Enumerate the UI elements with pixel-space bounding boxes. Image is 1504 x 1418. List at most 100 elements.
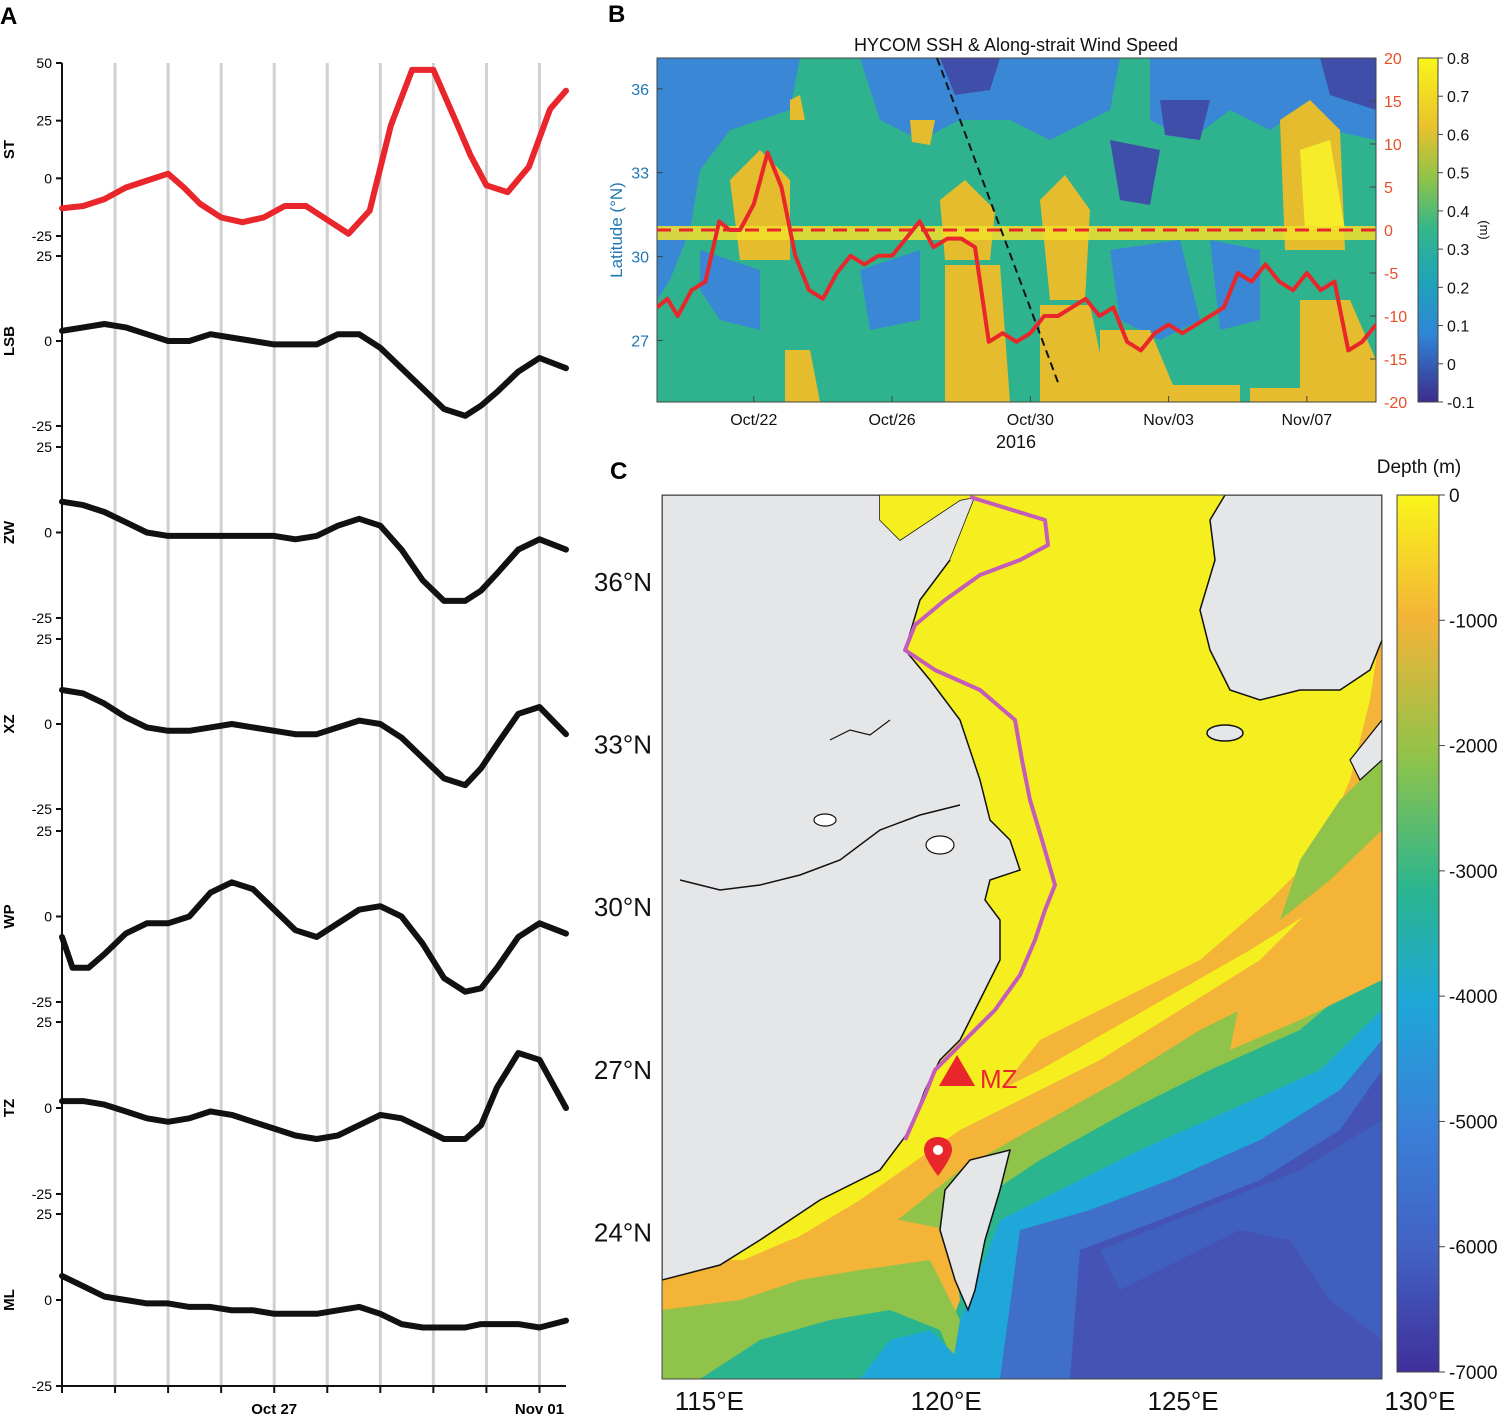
panel-c-map: MZ 115°E 120°E 125°E 130°E 36°N 33°N 30°N 27°N 2…: [594, 457, 1498, 1416]
cb-tick-label: 0: [1449, 486, 1460, 507]
right-tick-label: -15: [1384, 352, 1407, 369]
lon-tick-label: 120°E: [911, 1386, 982, 1416]
y-tick-label: -25: [32, 1378, 52, 1394]
cb-tick-label: 0.8: [1447, 51, 1469, 68]
route-line: [903, 495, 1057, 1141]
panel-a-stacked-lines: Oct 27 Nov 01 50 25 0 -25 ST 25 0 -25 LSB 25 0 -25 ZW 2…: [1, 55, 569, 1418]
right-tick-label: 0: [1384, 223, 1393, 240]
x-tick-label: Oct/26: [868, 412, 915, 429]
cb-tick-label: 0.6: [1447, 127, 1469, 144]
cb-tick-label: -3000: [1449, 862, 1498, 883]
left-tick-label: 27: [631, 333, 649, 350]
series-label-zw: ZW: [1, 520, 18, 544]
wind-speed-line: [657, 150, 1376, 353]
y-tick-label: 25: [36, 439, 52, 455]
series-line-lsb: [59, 321, 569, 419]
mz-label: MZ: [980, 1064, 1018, 1094]
y-tick-label: 25: [36, 1206, 52, 1222]
series-label-wp: WP: [1, 904, 18, 928]
cb-tick-label: 0.3: [1447, 242, 1469, 259]
panel-label-a: A: [0, 3, 17, 30]
right-tick-label: 15: [1384, 94, 1402, 111]
right-tick-label: 10: [1384, 137, 1402, 154]
cb-tick-label: -2000: [1449, 737, 1498, 758]
y-tick-label: 0: [44, 1292, 52, 1308]
x-tick-label: Nov 01: [515, 1401, 564, 1418]
x-tick-label: Oct 27: [251, 1401, 297, 1418]
lat-tick-label: 33°N: [594, 729, 652, 759]
panel-b-colorbar: [1417, 57, 1439, 403]
y-tick-label: 25: [36, 248, 52, 264]
lat-tick-label: 36°N: [594, 567, 652, 597]
right-tick-label: -5: [1384, 266, 1398, 283]
lon-tick-label: 115°E: [675, 1386, 744, 1416]
y-tick-label: -25: [32, 610, 52, 626]
panel-c-colorbar-title: Depth (m): [1377, 457, 1461, 478]
panel-b-axes: 36 33 30 27 20 15 10 5 0 -5 -10 -15 -20 Oct/22 Oct/26 O…: [631, 51, 1407, 429]
lat-tick-label: 30°N: [594, 892, 652, 922]
cb-tick-label: 0.4: [1447, 204, 1469, 221]
panel-b-title: HYCOM SSH & Along-strait Wind Speed: [854, 35, 1178, 55]
panel-b-ylabel: Latitude (°N): [607, 182, 626, 278]
series-line-zw: [59, 498, 569, 604]
y-tick-label: 0: [44, 716, 52, 732]
cb-tick-label: 0.1: [1447, 319, 1469, 336]
panel-b-hovmoller: 36 33 30 27 20 15 10 5 0 -5 -10 -15 -20 Oct/22 Oct/26 O…: [607, 35, 1492, 452]
black-dashed-line: [936, 58, 1059, 383]
series-line-wp: [59, 879, 569, 995]
cb-tick-label: -0.1: [1447, 395, 1475, 412]
panel-c-colorbar: [1396, 494, 1440, 1373]
left-tick-label: 30: [631, 250, 649, 267]
series-label-lsb: LSB: [1, 326, 18, 356]
y-tick-label: -25: [32, 1186, 52, 1202]
x-tick-label: Nov/03: [1143, 412, 1194, 429]
y-tick-label: -25: [32, 801, 52, 817]
x-tick-label: Nov/07: [1282, 412, 1333, 429]
right-tick-label: 20: [1384, 51, 1402, 68]
cb-tick-label: 0.5: [1447, 166, 1469, 183]
cb-tick-label: 0.2: [1447, 280, 1469, 297]
series-line-st: [59, 66, 569, 237]
lon-tick-label: 130°E: [1384, 1386, 1455, 1416]
right-tick-label: -10: [1384, 309, 1407, 326]
y-tick-label: 0: [44, 333, 52, 349]
y-tick-label: 0: [44, 170, 52, 186]
y-tick-label: 0: [44, 525, 52, 541]
panel-label-c: C: [610, 458, 627, 485]
series-label-st: ST: [1, 140, 18, 159]
x-tick-label: Oct/22: [730, 412, 777, 429]
series-line-tz: [59, 1050, 569, 1142]
cb-tick-label: -1000: [1449, 611, 1498, 632]
y-tick-label: 25: [36, 1014, 52, 1030]
cb-tick-label: -4000: [1449, 987, 1498, 1008]
left-tick-label: 36: [631, 82, 649, 99]
panel-b-xlabel: 2016: [996, 432, 1036, 452]
cb-tick-label: 0: [1447, 357, 1456, 374]
panel-c-colorbar-ticks: 0 -1000 -2000 -3000 -4000 -5000 -6000 -7000: [1439, 486, 1498, 1384]
y-tick-label: 25: [36, 113, 52, 129]
y-tick-label: -25: [32, 228, 52, 244]
x-tick-label: Oct/30: [1007, 412, 1054, 429]
y-tick-label: 25: [36, 631, 52, 647]
pin-marker-icon: [924, 1137, 952, 1176]
y-tick-label: -25: [32, 418, 52, 434]
series-label-tz: TZ: [1, 1099, 18, 1117]
panel-c-frame: [661, 494, 1383, 1380]
series-label-xz: XZ: [1, 714, 18, 733]
cb-tick-label: 0.7: [1447, 89, 1469, 106]
y-tick-label: -25: [32, 994, 52, 1010]
lat-tick-label: 24°N: [594, 1218, 652, 1248]
y-tick-label: 50: [36, 55, 52, 71]
y-tick-label: 0: [44, 1100, 52, 1116]
panel-c-axes: 115°E 120°E 125°E 130°E 36°N 33°N 30°N 27°N 24°N: [594, 567, 1456, 1416]
panel-label-b: B: [608, 1, 625, 28]
lat-tick-label: 27°N: [594, 1055, 652, 1085]
panel-b-colorbar-unit: (m): [1477, 220, 1492, 240]
series-line-ml: [59, 1272, 569, 1331]
right-tick-label: 5: [1384, 180, 1393, 197]
panel-b-colorbar-ticks: 0.8 0.7 0.6 0.5 0.4 0.3 0.2 0.1 0 -0.1: [1438, 51, 1475, 412]
series-label-ml: ML: [1, 1289, 18, 1311]
left-tick-label: 33: [631, 166, 649, 183]
series-line-xz: [59, 687, 569, 789]
